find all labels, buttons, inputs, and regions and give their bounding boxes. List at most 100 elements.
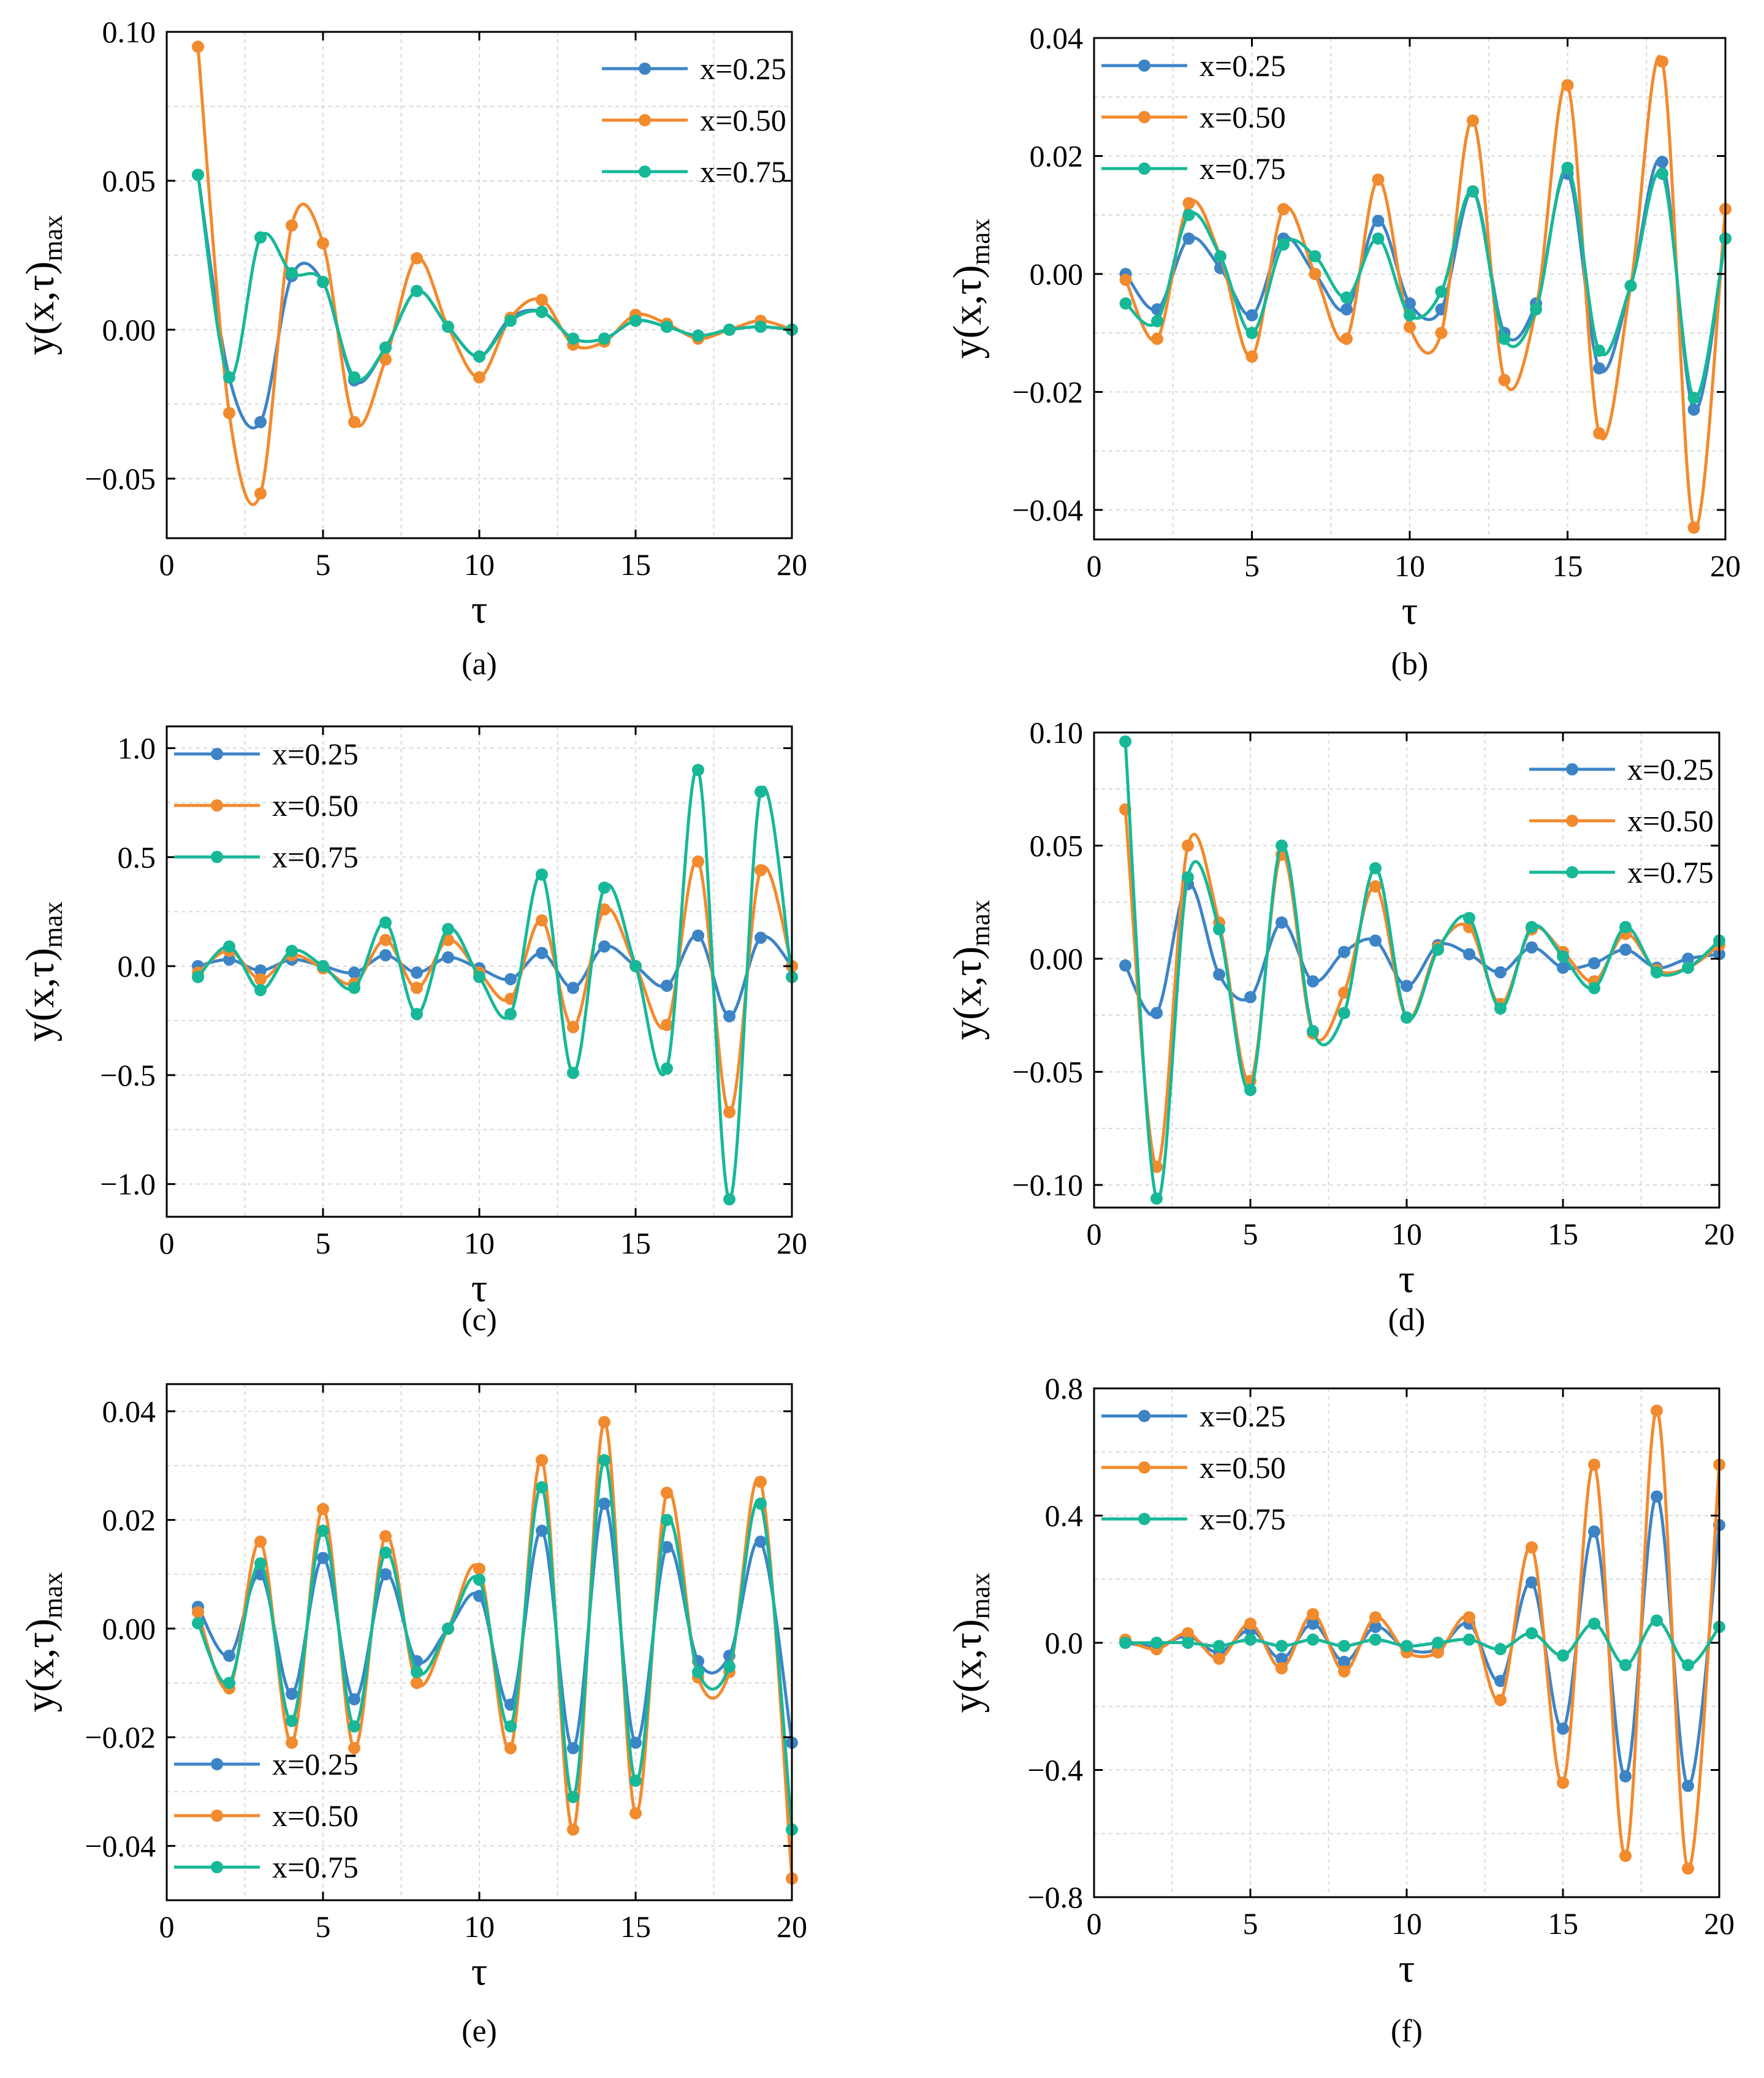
legend-item: x=0.75	[174, 840, 359, 874]
y-axis-title: y(x,τ)max	[18, 215, 68, 356]
data-point-x=0.75-tau-11	[1432, 943, 1444, 956]
legend-item: x=0.75	[1529, 855, 1714, 889]
data-point-x=0.75-tau-3	[254, 984, 267, 997]
data-point-x=0.25-tau-9	[1372, 215, 1385, 227]
data-point-x=0.25-tau-8	[1338, 1656, 1350, 1669]
data-point-x=0.25-tau-13	[567, 1741, 579, 1754]
data-point-x=0.25-tau-12	[1463, 948, 1475, 961]
y-tick-label: 0.10	[1030, 715, 1084, 750]
data-point-x=0.75-tau-18	[1656, 167, 1668, 180]
legend-label: x=0.50	[272, 788, 359, 823]
y-axis-title-subscript: max	[38, 1572, 68, 1619]
data-point-x=0.50-tau-8	[411, 981, 423, 994]
data-point-x=0.25-tau-10	[1404, 297, 1416, 310]
legend-label: x=0.25	[1627, 752, 1714, 786]
legend-label: x=0.50	[1199, 1450, 1286, 1485]
x-axis-title: τ	[1399, 1946, 1415, 1991]
data-point-x=0.25-tau-14	[598, 1497, 610, 1510]
x-axis-title: τ	[1402, 588, 1418, 633]
legend-label: x=0.75	[1199, 151, 1286, 186]
data-point-x=0.75-tau-12	[536, 1481, 548, 1494]
data-point-x=0.25-tau-2	[1150, 1007, 1163, 1019]
data-point-x=0.50-tau-10	[1404, 321, 1416, 333]
data-point-x=0.75-tau-15	[629, 1775, 642, 1787]
data-point-x=0.50-tau-2	[1151, 332, 1163, 345]
data-point-x=0.50-tau-1	[192, 40, 204, 53]
x-tick-label: 10	[464, 1909, 495, 1944]
y-axis-title-subscript: max	[38, 902, 68, 948]
y-axis-title: y(x,τ)max	[945, 900, 995, 1040]
legend-swatch-marker	[639, 63, 651, 75]
data-point-x=0.75-tau-12	[536, 305, 548, 318]
data-point-x=0.75-tau-6	[348, 371, 360, 384]
data-point-x=0.75-tau-15	[629, 314, 642, 327]
legend-item: x=0.75	[1101, 151, 1286, 186]
series-line-x=0.25	[196, 173, 792, 430]
data-point-x=0.25-tau-15	[629, 1736, 642, 1749]
y-tick-label: −0.02	[1012, 375, 1083, 409]
data-point-x=0.75-tau-13	[1494, 1643, 1507, 1656]
legend-swatch-marker	[1138, 1513, 1150, 1525]
y-tick-label: 0.04	[102, 1394, 156, 1428]
x-tick-label: 5	[316, 1909, 331, 1944]
data-point-x=0.75-tau-6	[348, 981, 360, 994]
legend-item: x=0.75	[174, 1850, 359, 1884]
data-point-x=0.75-tau-4	[1214, 250, 1226, 263]
y-tick-label: 0.02	[1030, 139, 1084, 173]
chart-panel-c: 0 5 10 15 20 −1.0 −0.5 0.0 0.5 1.0 τ y(x,τ)max x=0.2…	[18, 725, 807, 1338]
data-point-x=0.50-tau-5	[1245, 350, 1258, 363]
data-point-x=0.75-tau-13	[1498, 332, 1511, 345]
x-axis-title: τ	[471, 1266, 488, 1311]
data-point-x=0.50-tau-13	[567, 1823, 579, 1836]
data-point-x=0.25-tau-15	[1557, 1722, 1569, 1735]
x-tick-label: 20	[777, 1909, 807, 1944]
legend-item: x=0.25	[174, 1747, 359, 1781]
data-point-x=0.75-tau-8	[411, 284, 423, 297]
data-point-x=0.25-tau-18	[1651, 1490, 1663, 1503]
data-point-x=0.50-tau-19	[1687, 521, 1700, 534]
data-point-x=0.75-tau-14	[598, 1454, 610, 1467]
y-tick-label: 0.8	[1045, 1371, 1084, 1406]
data-point-x=0.25-tau-9	[1369, 934, 1382, 947]
data-point-x=0.75-tau-7	[1307, 1633, 1319, 1646]
data-point-x=0.25-tau-14	[1526, 941, 1538, 954]
legend-item: x=0.50	[174, 1798, 359, 1833]
data-point-x=0.75-tau-5	[317, 960, 329, 973]
legend-swatch-marker	[211, 748, 223, 760]
data-point-x=0.75-tau-5	[317, 1524, 329, 1537]
data-point-x=0.75-tau-17	[692, 1665, 704, 1678]
data-point-x=0.50-tau-19	[755, 864, 767, 877]
data-point-x=0.75-tau-19	[1687, 392, 1700, 405]
data-point-x=0.50-tau-16	[1593, 427, 1605, 440]
data-point-x=0.50-tau-1	[192, 1606, 204, 1619]
data-point-x=0.50-tau-7	[379, 934, 392, 946]
y-axis-title-main: y(x,τ)	[18, 1618, 63, 1712]
legend-label: x=0.50	[272, 1798, 359, 1833]
data-point-x=0.50-tau-2	[223, 406, 235, 419]
legend-swatch-marker	[1566, 763, 1578, 775]
data-point-x=0.25-tau-17	[692, 929, 704, 942]
data-point-x=0.75-tau-1	[192, 1616, 204, 1629]
data-point-x=0.75-tau-19	[755, 785, 767, 798]
legend-item: x=0.50	[1101, 100, 1286, 134]
data-point-x=0.50-tau-19	[1682, 1862, 1694, 1875]
y-tick-label: −0.8	[1027, 1880, 1083, 1914]
data-point-x=0.75-tau-7	[379, 341, 392, 354]
data-point-x=0.75-tau-8	[411, 1665, 423, 1678]
data-point-x=0.25-tau-3	[1182, 232, 1195, 245]
data-point-x=0.75-tau-12	[536, 868, 548, 881]
data-point-x=0.75-tau-9	[442, 1622, 454, 1635]
data-point-x=0.25-tau-12	[536, 1524, 548, 1537]
y-axis-title-subscript: max	[965, 219, 995, 265]
data-point-x=0.25-tau-19	[1682, 953, 1694, 965]
series-line-x=0.75	[196, 767, 792, 1201]
data-point-x=0.75-tau-16	[661, 1062, 673, 1075]
x-tick-label: 15	[620, 547, 651, 582]
legend-swatch-marker	[211, 1810, 223, 1822]
legend-label: x=0.50	[1627, 804, 1714, 838]
data-point-x=0.50-tau-9	[1369, 1611, 1382, 1624]
panel-caption: (e)	[462, 2014, 497, 2049]
legend: x=0.25 x=0.50 x=0.75	[174, 1747, 359, 1884]
data-point-x=0.25-tau-18	[723, 1010, 736, 1022]
x-tick-label: 15	[1548, 1906, 1578, 1941]
